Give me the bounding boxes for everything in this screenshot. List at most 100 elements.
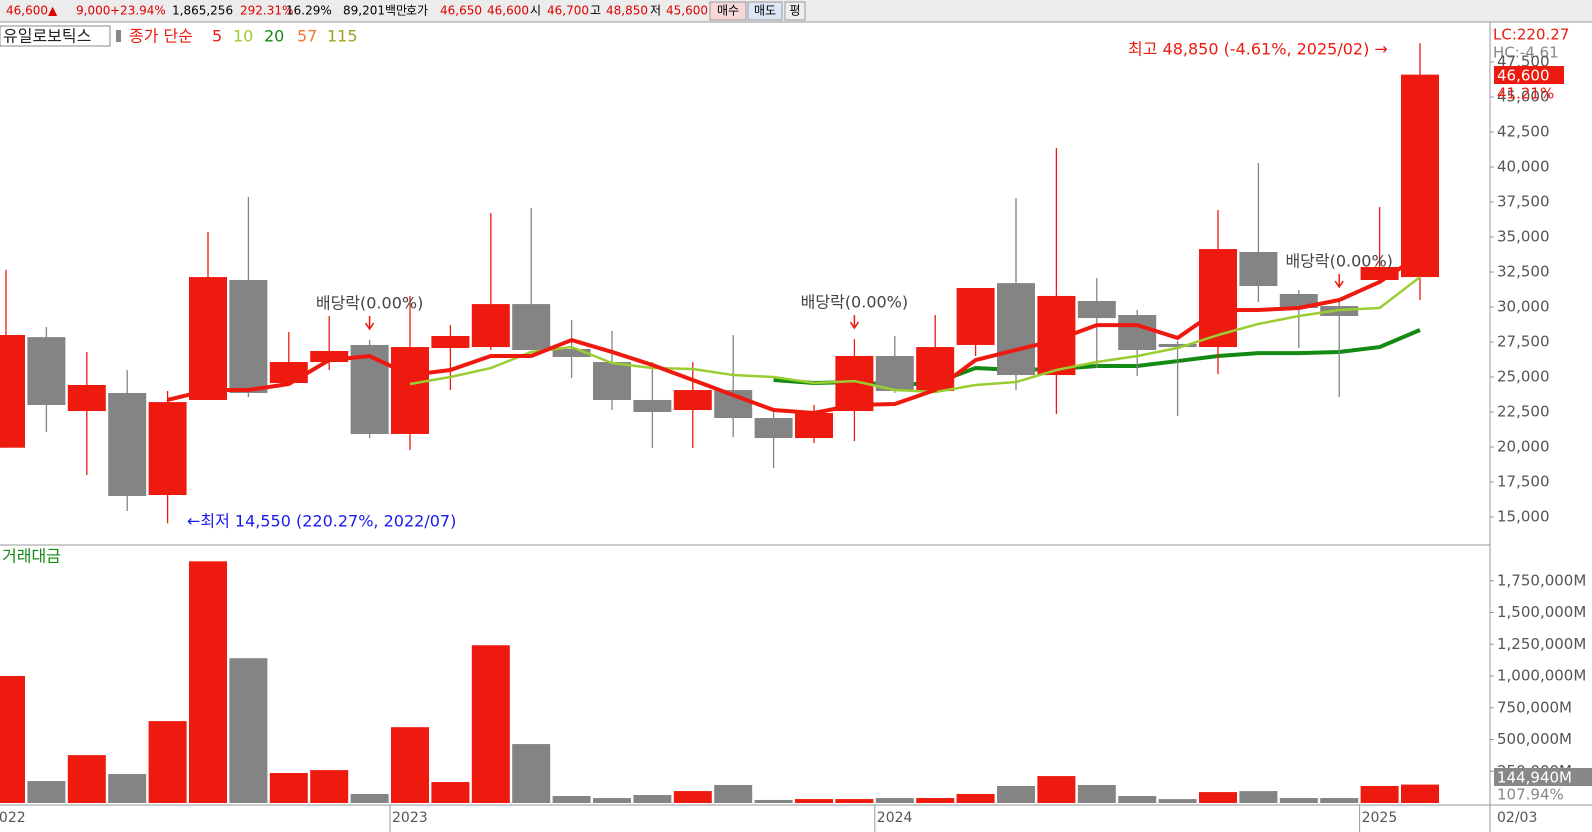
volume-bar	[875, 798, 914, 803]
candle-body	[593, 362, 631, 400]
header-field: 46,600	[6, 4, 48, 18]
lc-label: LC:220.27	[1493, 26, 1569, 44]
volume-bar	[310, 770, 349, 803]
y-tick-label: 1,250,000M	[1497, 635, 1586, 653]
header-field: 저	[650, 4, 661, 18]
header-button[interactable]	[747, 1, 783, 21]
low-annotation: ←최저 14,550 (220.27%, 2022/07)	[187, 512, 456, 531]
legend-entry: 10	[233, 27, 253, 46]
stock-name: 유일로보틱스	[3, 27, 91, 46]
volume-bar	[148, 721, 187, 803]
dividend-arrow	[1334, 274, 1344, 289]
volume-bar	[795, 799, 833, 803]
header-button[interactable]	[784, 1, 806, 21]
candle-body	[916, 347, 955, 392]
volume-bar	[593, 798, 631, 803]
candle-body	[471, 304, 510, 348]
header-field: 46,600	[487, 4, 529, 18]
volume-bar	[189, 561, 227, 803]
volume-bar	[835, 799, 874, 803]
volume-bar	[1118, 796, 1157, 803]
y-tick-label: 45,000	[1497, 88, 1550, 106]
candle-body	[997, 283, 1035, 376]
candle-body	[1077, 300, 1116, 319]
hc-label: HC:-4.61	[1493, 44, 1559, 62]
header-field: 시	[530, 4, 541, 18]
header-field: 16.29%	[286, 4, 332, 18]
header-button-label: 매도	[754, 4, 776, 18]
y-tick-label: 17,500	[1497, 473, 1550, 491]
y-tick-label: 25,000	[1497, 368, 1550, 386]
last-price-box	[1494, 66, 1564, 84]
candle-body	[512, 304, 551, 350]
y-tick-label: 1,500,000M	[1497, 603, 1586, 621]
legend-entry: 57	[297, 27, 317, 46]
y-tick-label: 27,500	[1497, 333, 1550, 351]
candle-body	[552, 349, 591, 357]
volume-bar	[108, 774, 147, 803]
name-box	[0, 25, 111, 47]
legend-entry: 115	[327, 27, 358, 46]
x-tick-label: 2023	[392, 810, 428, 826]
y-tick-label: 35,000	[1497, 228, 1550, 246]
volume-bar	[229, 658, 268, 803]
y-tick-label: 1,000,000M	[1497, 667, 1586, 685]
dividend-arrow	[849, 315, 860, 330]
ma-line	[167, 253, 1422, 415]
header-field: 1,865,256	[172, 4, 233, 18]
y-tick-label: 15,000	[1497, 508, 1550, 526]
y-tick-label: 500,000M	[1497, 730, 1572, 748]
candle-body	[431, 335, 470, 349]
ma-label: 종가 단순	[129, 27, 193, 46]
candle-body	[633, 399, 672, 413]
candle-body	[754, 418, 793, 439]
y-tick-label: 1,750,000M	[1497, 571, 1586, 589]
high-annotation: 최고 48,850 (-4.61%, 2025/02) →	[1128, 40, 1388, 59]
candle-body	[1401, 74, 1439, 278]
volume-bar	[67, 755, 106, 803]
candle-body	[148, 402, 187, 496]
volume-bar	[754, 799, 793, 803]
last-volume-pct: 107.94%	[1497, 786, 1564, 804]
volume-bar	[1158, 799, 1197, 803]
dividend-annotation: 배당락(0.00%)	[1285, 252, 1392, 271]
volume-bar	[350, 793, 389, 803]
volume-bar	[269, 773, 308, 803]
last-price-label: 46,600	[1497, 67, 1550, 85]
header-field: 46,700	[547, 4, 589, 18]
y-tick-label: 30,000	[1497, 298, 1550, 316]
volume-bar	[1360, 785, 1399, 803]
volume-bar	[431, 782, 470, 803]
volume-bar	[673, 791, 712, 803]
candle-body	[875, 356, 914, 392]
candle-body	[310, 350, 349, 363]
dividend-annotation: 배당락(0.00%)	[316, 294, 423, 313]
header-field: 45,600	[666, 4, 708, 18]
candle-body	[1118, 314, 1157, 350]
header-field: +23.94%	[110, 4, 166, 18]
ma-line	[409, 276, 1421, 394]
volume-bar	[512, 744, 551, 803]
header-button-label: 매수	[717, 4, 739, 18]
header-field: 호가	[406, 4, 428, 18]
header-field: 고	[590, 4, 601, 18]
dividend-arrow	[364, 316, 375, 331]
volume-bar	[27, 781, 66, 803]
volume-bar	[997, 785, 1035, 803]
volume-bar	[916, 798, 955, 803]
volume-bar	[714, 784, 753, 803]
y-tick-label: 20,000	[1497, 438, 1550, 456]
volume-bar	[391, 727, 429, 803]
header-field: 292.31%	[240, 4, 293, 18]
legend-icon	[116, 30, 121, 42]
header-button[interactable]	[709, 1, 747, 21]
header-button-label: 평	[789, 4, 800, 18]
volume-bar	[471, 645, 510, 803]
candle-body	[0, 335, 25, 448]
y-tick-label: 32,500	[1497, 263, 1550, 281]
volume-bar	[1279, 798, 1318, 803]
volume-bar	[633, 794, 672, 803]
volume-bar	[1320, 798, 1359, 803]
volume-title: 거래대금	[2, 547, 61, 566]
